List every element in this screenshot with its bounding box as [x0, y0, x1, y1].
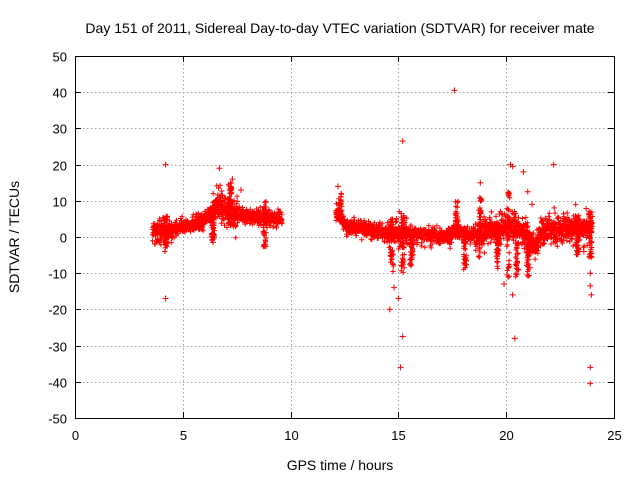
- axis-ticks: 0 5 10 15 20 25 -50 -40 -30 -20 -10 0 10 20 30 40 50: [48, 50, 622, 444]
- data-points: [150, 87, 595, 387]
- data-point: [261, 243, 268, 250]
- data-point: [229, 176, 236, 183]
- data-point: [550, 161, 557, 168]
- data-point: [529, 201, 536, 208]
- x-axis-label: GPS time / hours: [287, 457, 394, 473]
- chart-title: Day 151 of 2011, Sidereal Day-to-day VTE…: [85, 20, 594, 36]
- data-point: [216, 165, 223, 172]
- data-point: [580, 248, 587, 255]
- y-tick-label: 50: [53, 50, 67, 65]
- x-tick-label: 15: [391, 428, 405, 443]
- y-tick-label: 10: [53, 195, 67, 210]
- data-point: [399, 333, 406, 340]
- data-point: [209, 239, 216, 246]
- y-tick-label: -10: [48, 267, 67, 282]
- data-point: [520, 168, 527, 175]
- x-tick-label: 25: [607, 428, 621, 443]
- data-point: [588, 291, 595, 298]
- data-point: [335, 183, 342, 190]
- data-point: [162, 295, 169, 302]
- data-point: [587, 364, 594, 371]
- x-tick-label: 10: [284, 428, 298, 443]
- data-point: [399, 138, 406, 145]
- y-tick-label: -20: [48, 303, 67, 318]
- data-point: [511, 335, 518, 342]
- data-point: [509, 163, 516, 170]
- y-tick-label: -40: [48, 376, 67, 391]
- data-point: [162, 161, 169, 168]
- y-tick-label: 30: [53, 122, 67, 137]
- y-tick-label: 20: [53, 159, 67, 174]
- data-point: [526, 264, 533, 271]
- data-point: [509, 291, 516, 298]
- data-point: [524, 188, 531, 195]
- data-point: [501, 281, 508, 288]
- data-point: [451, 87, 458, 94]
- y-tick-label: 40: [53, 86, 67, 101]
- y-tick-label: 0: [60, 231, 67, 246]
- data-point: [587, 282, 594, 289]
- data-point: [238, 186, 245, 193]
- data-point: [391, 284, 398, 291]
- x-tick-label: 0: [72, 428, 79, 443]
- data-point: [386, 306, 393, 313]
- y-axis-label: SDTVAR / TECUs: [6, 181, 22, 293]
- data-point: [587, 270, 594, 277]
- data-point: [587, 380, 594, 387]
- grid: [75, 56, 614, 418]
- data-point: [395, 295, 402, 302]
- x-tick-label: 5: [180, 428, 187, 443]
- x-tick-label: 20: [499, 428, 513, 443]
- data-point: [477, 179, 484, 186]
- data-point: [397, 364, 404, 371]
- data-point-cloud: [150, 180, 595, 280]
- y-tick-label: -50: [48, 412, 67, 427]
- y-tick-label: -30: [48, 340, 67, 355]
